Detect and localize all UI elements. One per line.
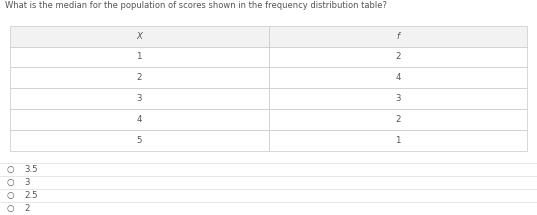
Text: 2: 2 <box>24 204 30 213</box>
Text: ○: ○ <box>6 191 14 200</box>
Bar <box>10 130 268 150</box>
Bar <box>268 130 527 150</box>
Text: 3: 3 <box>395 94 401 103</box>
Text: ○: ○ <box>6 178 14 187</box>
Text: ○: ○ <box>6 165 14 174</box>
Text: 1: 1 <box>395 136 401 145</box>
Text: 4: 4 <box>395 73 401 82</box>
Bar <box>268 88 527 109</box>
Bar <box>10 88 268 109</box>
Text: What is the median for the population of scores shown in the frequency distribut: What is the median for the population of… <box>5 1 387 10</box>
Bar <box>10 109 268 130</box>
Bar <box>268 26 527 47</box>
Bar <box>10 67 268 88</box>
Bar <box>268 67 527 88</box>
Text: ○: ○ <box>6 204 14 213</box>
Text: 3: 3 <box>24 178 30 187</box>
Text: 4: 4 <box>136 115 142 124</box>
Bar <box>268 109 527 130</box>
Bar <box>10 47 268 67</box>
Text: 2: 2 <box>136 73 142 82</box>
Bar <box>10 26 268 47</box>
Bar <box>268 47 527 67</box>
Text: 5: 5 <box>136 136 142 145</box>
Text: 2.5: 2.5 <box>24 191 38 200</box>
Text: 2: 2 <box>395 52 401 61</box>
Text: f: f <box>396 32 400 41</box>
Text: 3: 3 <box>136 94 142 103</box>
Text: 2: 2 <box>395 115 401 124</box>
Text: 3.5: 3.5 <box>24 165 38 174</box>
Text: X: X <box>136 32 142 41</box>
Text: 1: 1 <box>136 52 142 61</box>
